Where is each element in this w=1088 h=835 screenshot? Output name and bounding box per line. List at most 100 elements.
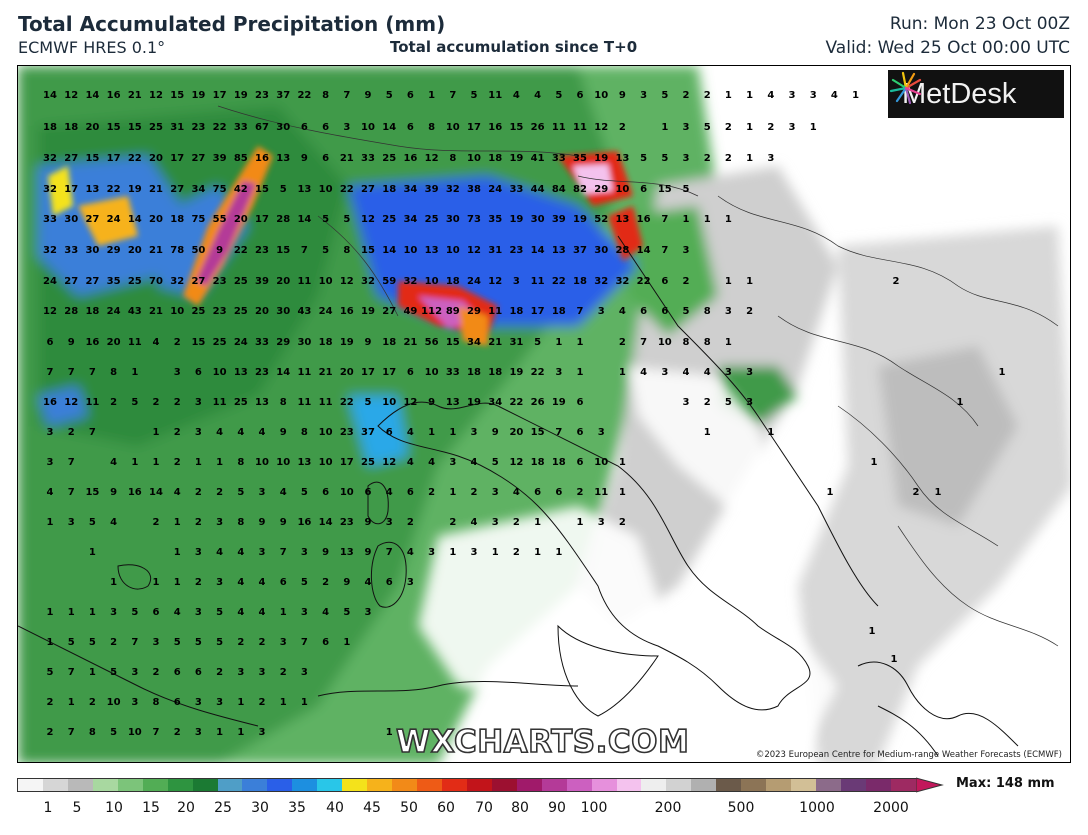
colorbar-segment	[42, 779, 68, 791]
precip-value-label: 14	[531, 245, 545, 256]
precip-value-label: 2	[259, 637, 266, 648]
precip-value-label: 7	[89, 427, 96, 438]
precip-value-label: 10	[319, 457, 333, 468]
precip-value-label: 23	[509, 245, 523, 256]
precip-value-label: 4	[259, 577, 266, 588]
precip-value-label: 9	[365, 517, 372, 528]
precip-value-label: 1	[827, 487, 834, 498]
precip-value-label: 4	[174, 607, 181, 618]
precip-value-label: 3	[153, 637, 160, 648]
precip-value-label: 1	[174, 517, 181, 528]
precip-value-label: 24	[467, 276, 481, 287]
precip-value-label: 5	[131, 397, 138, 408]
precip-value-label: 10	[319, 427, 333, 438]
precip-value-label: 3	[195, 697, 202, 708]
precip-value-label: 9	[619, 90, 626, 101]
precip-value-label: 8	[704, 306, 711, 317]
precip-value-label: 5	[195, 637, 202, 648]
precip-value-label: 2	[174, 727, 181, 738]
precip-value-label: 13	[340, 547, 354, 558]
precip-value-label: 3	[216, 577, 223, 588]
precip-value-label: 9	[259, 517, 266, 528]
colorbar-segment	[267, 779, 293, 791]
precip-value-label: 3	[343, 122, 350, 133]
colorbar-tick-label: 60	[437, 800, 455, 816]
precip-value-label: 1	[47, 517, 54, 528]
precip-value-label: 18	[85, 306, 99, 317]
colorbar-segment	[92, 779, 118, 791]
precip-value-label: 10	[615, 184, 629, 195]
precip-value-label: 29	[467, 306, 481, 317]
precip-value-label: 42	[234, 184, 248, 195]
precip-value-label: 2	[704, 90, 711, 101]
precip-value-label: 19	[509, 153, 523, 164]
precip-value-label: 2	[683, 276, 690, 287]
precip-value-label: 55	[213, 214, 227, 225]
precip-value-label: 22	[297, 90, 311, 101]
run-label: Run: Mon 23 Oct 00Z	[889, 14, 1070, 34]
precip-value-label: 25	[128, 276, 142, 287]
precip-value-label: 84	[552, 184, 566, 195]
precip-value-label: 18	[446, 276, 460, 287]
precip-value-label: 4	[619, 306, 626, 317]
precip-value-label: 5	[683, 184, 690, 195]
precip-value-label: 2	[683, 90, 690, 101]
precip-value-label: 13	[615, 153, 629, 164]
precip-value-label: 8	[237, 517, 244, 528]
colorbar-tick-label: 1000	[799, 800, 835, 816]
precip-value-label: 7	[68, 457, 75, 468]
precip-value-label: 10	[319, 184, 333, 195]
precip-value-label: 6	[407, 487, 414, 498]
precip-value-label: 6	[174, 667, 181, 678]
colorbar-segment	[541, 779, 567, 791]
precip-value-label: 8	[280, 397, 287, 408]
precip-value-label: 32	[43, 153, 57, 164]
precip-value-label: 37	[573, 245, 587, 256]
precip-value-label: 18	[64, 122, 78, 133]
precip-value-label: 1	[704, 427, 711, 438]
precip-value-label: 3	[683, 397, 690, 408]
precip-value-label: 1	[174, 547, 181, 558]
precip-value-label: 49	[403, 306, 417, 317]
precip-value-label: 16	[297, 517, 311, 528]
precip-value-label: 3	[471, 547, 478, 558]
colorbar-tick-label: 500	[727, 800, 755, 816]
precip-value-label: 20	[107, 337, 121, 348]
precip-value-label: 11	[573, 122, 587, 133]
precip-value-label: 75	[213, 184, 227, 195]
precip-value-label: 3	[259, 547, 266, 558]
precip-value-label: 2	[619, 337, 626, 348]
precip-value-label: 27	[64, 153, 78, 164]
precip-value-label: 18	[170, 214, 184, 225]
precip-value-label: 11	[85, 397, 99, 408]
precip-value-label: 14	[85, 90, 99, 101]
colorbar-segment	[417, 779, 442, 791]
precip-value-label: 31	[509, 337, 523, 348]
precip-value-label: 23	[191, 122, 205, 133]
precip-value-label: 18	[531, 457, 545, 468]
precip-value-label: 3	[174, 367, 181, 378]
colorbar-segment	[816, 779, 841, 791]
precip-value-label: 10	[128, 727, 142, 738]
precipitation-map[interactable]: 14 12 14 16 21 12 15 19 17 19 23 37 22 8 7 9 5 6 1 7 5 11 4 4 5 6…	[17, 65, 1071, 763]
precip-value-label: 1	[216, 457, 223, 468]
precip-value-label: 13	[615, 214, 629, 225]
colorbar-segment	[766, 779, 792, 791]
precip-value-label: 23	[213, 306, 227, 317]
precip-value-label: 12	[149, 90, 163, 101]
precip-value-label: 33	[234, 122, 248, 133]
precip-value-label: 1	[746, 90, 753, 101]
precip-value-label: 2	[216, 667, 223, 678]
precip-value-label: 22	[213, 122, 227, 133]
precip-value-label: 24	[107, 214, 121, 225]
precip-value-label: 43	[297, 306, 311, 317]
precip-value-label: 27	[85, 214, 99, 225]
precip-value-label: 5	[640, 153, 647, 164]
precip-value-label: 1	[68, 607, 75, 618]
precip-value-label: 6	[301, 122, 308, 133]
precip-value-label: 20	[509, 427, 523, 438]
colorbar-segment	[691, 779, 717, 791]
precip-value-label: 20	[128, 245, 142, 256]
precip-value-label: 34	[403, 214, 417, 225]
precip-value-label: 5	[343, 607, 350, 618]
